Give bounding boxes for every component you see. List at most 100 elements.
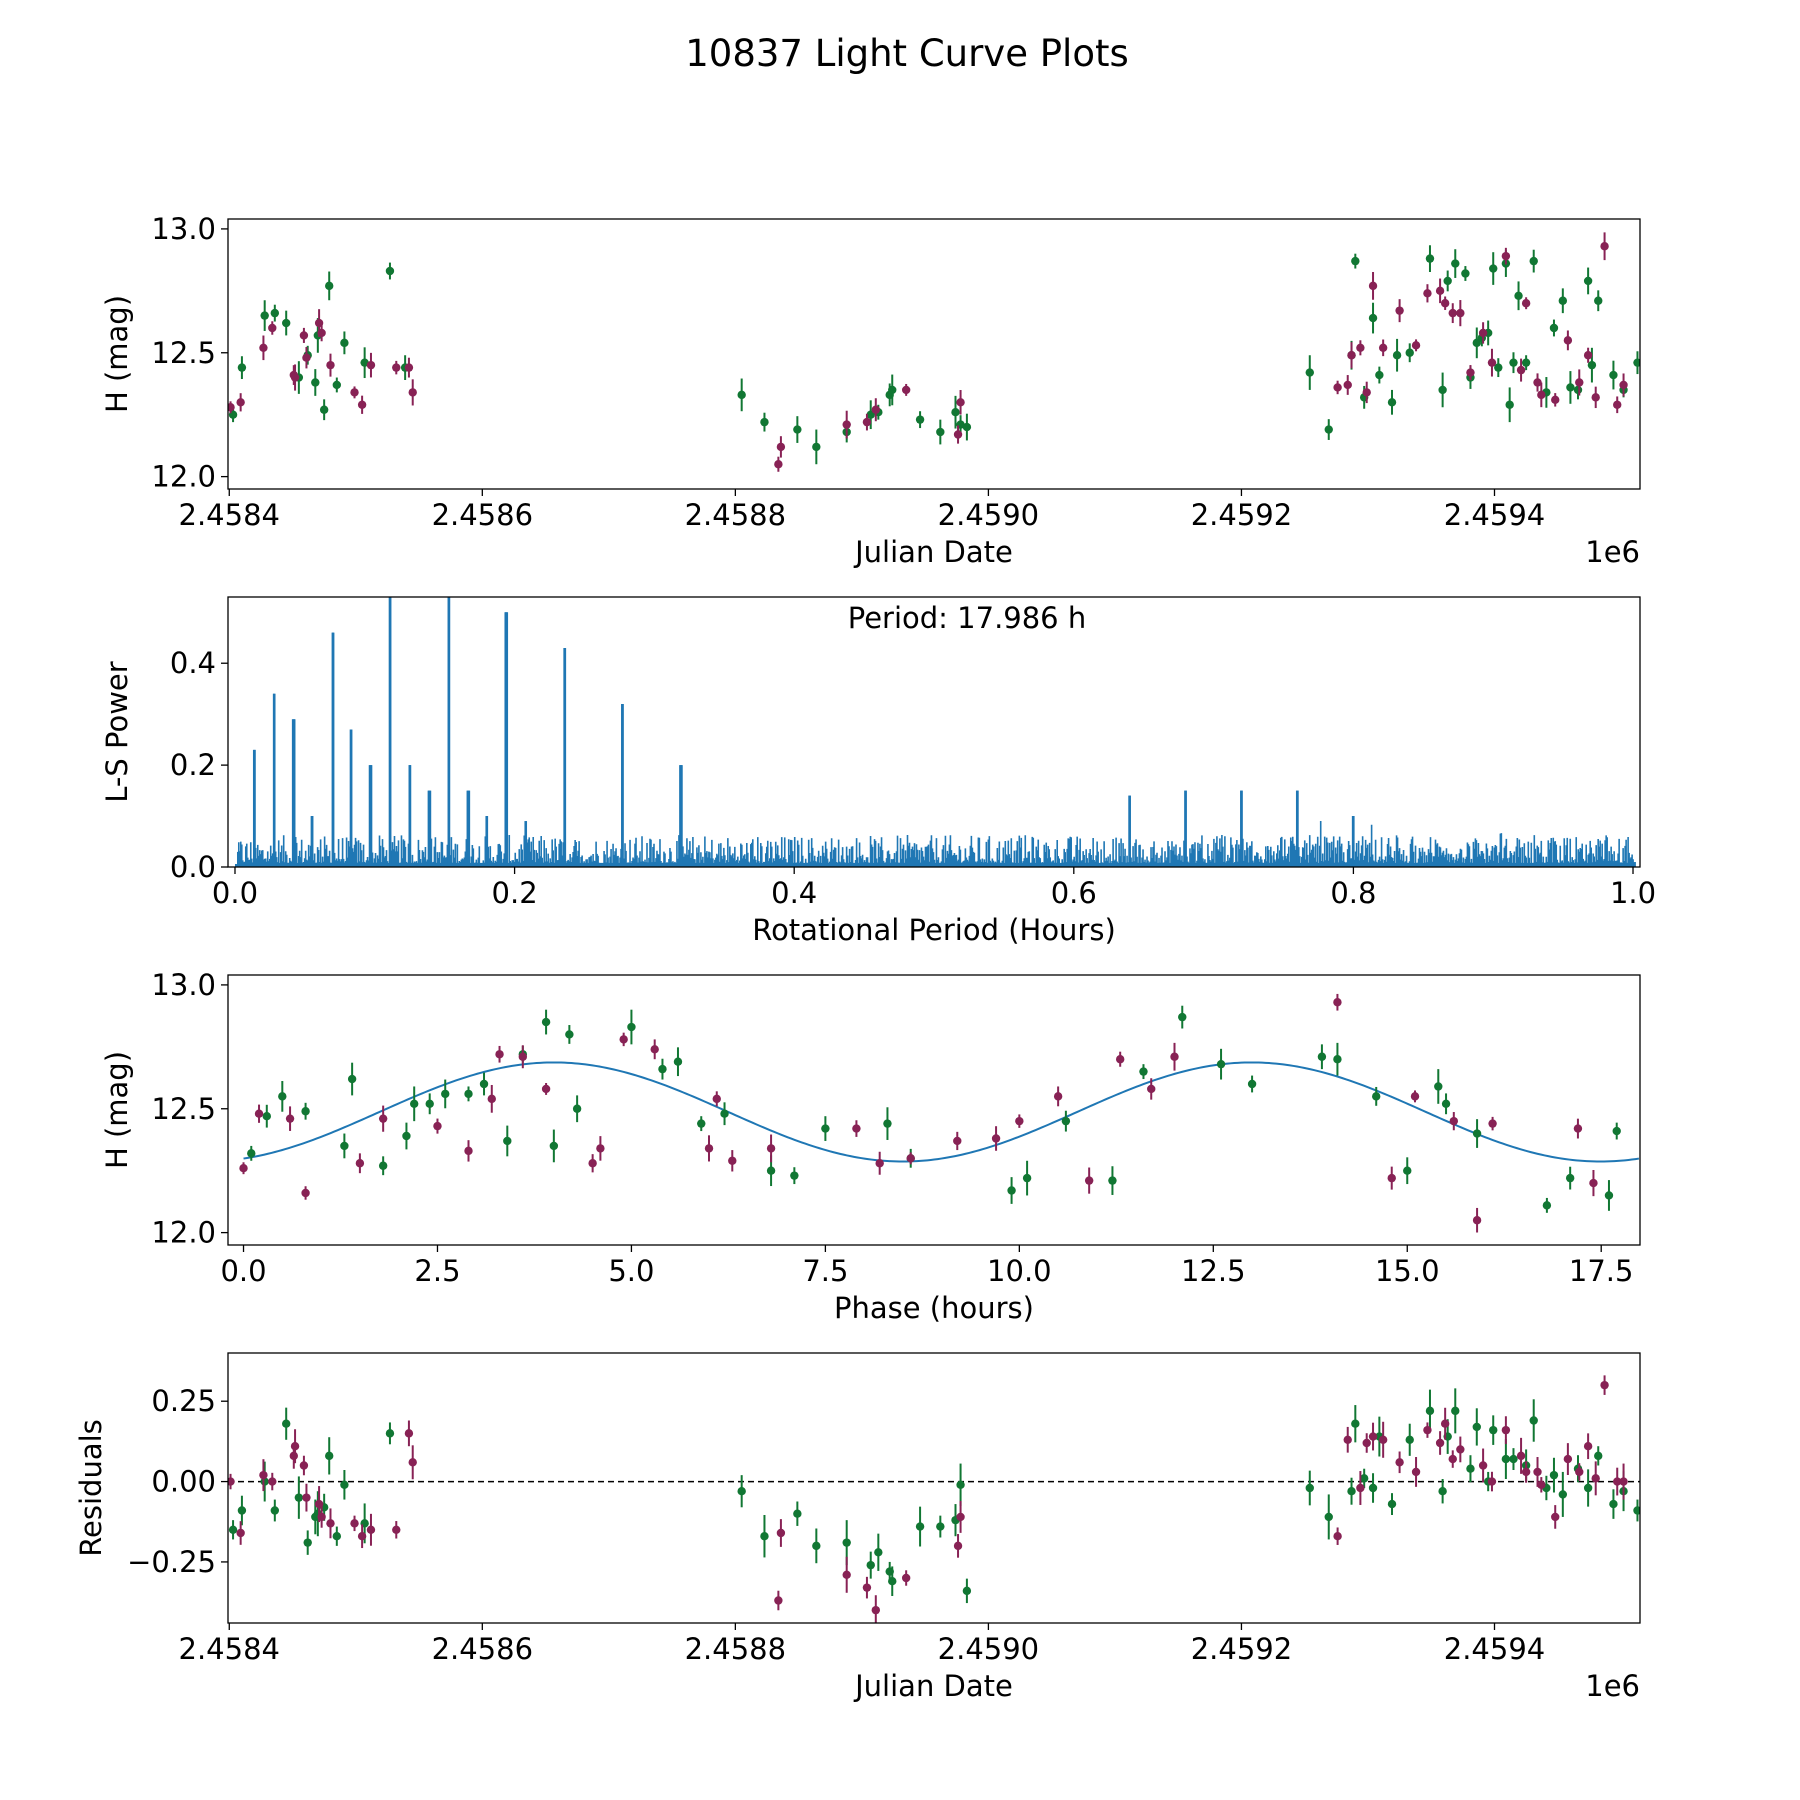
ls-xtick-label: 0.4 bbox=[771, 876, 817, 910]
phase-point bbox=[1410, 1092, 1420, 1101]
res-point bbox=[1438, 1487, 1447, 1496]
res-point bbox=[299, 1461, 309, 1470]
phase-point bbox=[1053, 1092, 1063, 1101]
res-point bbox=[874, 1548, 883, 1557]
phase-point bbox=[495, 1050, 504, 1059]
phase-point bbox=[464, 1146, 473, 1156]
phase-point bbox=[433, 1121, 442, 1131]
phase-point bbox=[425, 1099, 434, 1109]
res-point bbox=[1435, 1438, 1445, 1448]
res-point bbox=[915, 1522, 925, 1531]
res-point bbox=[1456, 1445, 1465, 1454]
res-point bbox=[357, 1532, 367, 1541]
lc-point bbox=[1356, 343, 1365, 353]
res-point bbox=[888, 1577, 897, 1586]
res-point bbox=[1347, 1487, 1356, 1496]
lc-point bbox=[888, 385, 897, 395]
phase-xtick-label: 2.5 bbox=[414, 1254, 460, 1288]
res-point bbox=[1591, 1474, 1600, 1483]
ls-ytick-label: 0.2 bbox=[170, 748, 216, 782]
ls-plot-area bbox=[234, 597, 1636, 867]
phase-series-purple bbox=[239, 993, 1598, 1233]
panel-phase: 0.0 2.5 5.0 7.5 10.0 12.5 15.0 17.5 12.0 12.5 13.0… bbox=[100, 968, 1641, 1325]
res-point bbox=[1333, 1532, 1342, 1541]
res-point bbox=[842, 1538, 851, 1547]
lc-point bbox=[1583, 351, 1593, 360]
lc-point bbox=[871, 405, 880, 414]
lc-point bbox=[1494, 363, 1503, 372]
res-point bbox=[1489, 1425, 1498, 1435]
phase-point bbox=[541, 1017, 551, 1027]
res-point bbox=[1501, 1425, 1511, 1435]
lc-point bbox=[862, 417, 872, 427]
res-point bbox=[1423, 1425, 1432, 1435]
phase-point bbox=[720, 1109, 729, 1118]
phase-point bbox=[541, 1084, 551, 1094]
lc-point bbox=[842, 420, 851, 429]
lc-point bbox=[1505, 400, 1514, 409]
phase-point bbox=[1061, 1116, 1071, 1126]
phase-point bbox=[1247, 1079, 1257, 1089]
lc-point bbox=[270, 308, 280, 318]
lc-point bbox=[1613, 400, 1622, 409]
phase-xtick-label: 15.0 bbox=[1375, 1254, 1440, 1288]
lc-point bbox=[325, 281, 334, 291]
lc-point bbox=[408, 388, 417, 397]
phase-point bbox=[790, 1171, 799, 1180]
phase-point bbox=[285, 1114, 295, 1123]
ls-xtick-label: 0.2 bbox=[492, 876, 538, 910]
phase-point bbox=[262, 1111, 271, 1121]
phase-point bbox=[1372, 1092, 1381, 1101]
phase-point bbox=[409, 1099, 419, 1109]
phase-point bbox=[906, 1154, 915, 1163]
lc-point bbox=[1435, 286, 1445, 296]
res-ytick-label: 0.25 bbox=[151, 1384, 216, 1418]
res-point bbox=[325, 1451, 334, 1461]
phase-point bbox=[402, 1131, 411, 1141]
lc-point bbox=[319, 405, 329, 414]
lc-xlabel: Julian Date bbox=[853, 535, 1013, 569]
phase-ytick-label: 12.0 bbox=[151, 1216, 216, 1250]
phase-point bbox=[704, 1144, 714, 1153]
lc-point bbox=[1425, 254, 1435, 263]
phase-point bbox=[464, 1089, 473, 1099]
phase-point bbox=[875, 1159, 884, 1168]
lc-point bbox=[1583, 276, 1593, 286]
phase-point bbox=[766, 1166, 776, 1175]
lc-point bbox=[1521, 299, 1531, 308]
lc-ylabel: H (mag) bbox=[100, 295, 134, 413]
phase-xtick-label: 10.0 bbox=[987, 1254, 1052, 1288]
phase-xtick-label: 17.5 bbox=[1569, 1254, 1634, 1288]
res-point bbox=[294, 1493, 304, 1502]
res-ylabel: Residuals bbox=[74, 1419, 108, 1557]
lc-point bbox=[1423, 289, 1432, 298]
phase-point bbox=[347, 1074, 357, 1084]
phase-point bbox=[1403, 1166, 1412, 1175]
lc-xtick-label: 2.4586 bbox=[432, 498, 533, 532]
res-point bbox=[237, 1506, 247, 1515]
panels: 2.4584 2.4586 2.4588 2.4590 2.4592 2.4594 12.0… bbox=[74, 212, 1656, 1703]
lc-point bbox=[793, 425, 802, 434]
res-point bbox=[776, 1528, 786, 1538]
ls-ytick-label: 0.4 bbox=[170, 646, 216, 680]
phase-point bbox=[1488, 1119, 1497, 1128]
res-point bbox=[1487, 1477, 1497, 1486]
lc-point bbox=[1489, 264, 1498, 273]
res-point bbox=[289, 1451, 298, 1461]
phase-point bbox=[1115, 1055, 1125, 1064]
lc-point bbox=[299, 331, 309, 340]
lc-point bbox=[1456, 308, 1465, 318]
res-offset-label: 1e6 bbox=[1585, 1669, 1640, 1703]
res-point bbox=[302, 1493, 311, 1502]
phase-point bbox=[712, 1094, 721, 1104]
ls-xtick-label: 0.0 bbox=[212, 876, 258, 910]
res-point bbox=[1600, 1380, 1609, 1390]
lc-point bbox=[1529, 256, 1538, 266]
lc-point bbox=[737, 390, 746, 400]
lc-point bbox=[1478, 328, 1488, 338]
phase-point bbox=[1434, 1082, 1443, 1091]
lc-point bbox=[1509, 358, 1518, 367]
res-point bbox=[1440, 1419, 1450, 1428]
res-point bbox=[1305, 1483, 1314, 1493]
phase-xtick-label: 7.5 bbox=[802, 1254, 848, 1288]
